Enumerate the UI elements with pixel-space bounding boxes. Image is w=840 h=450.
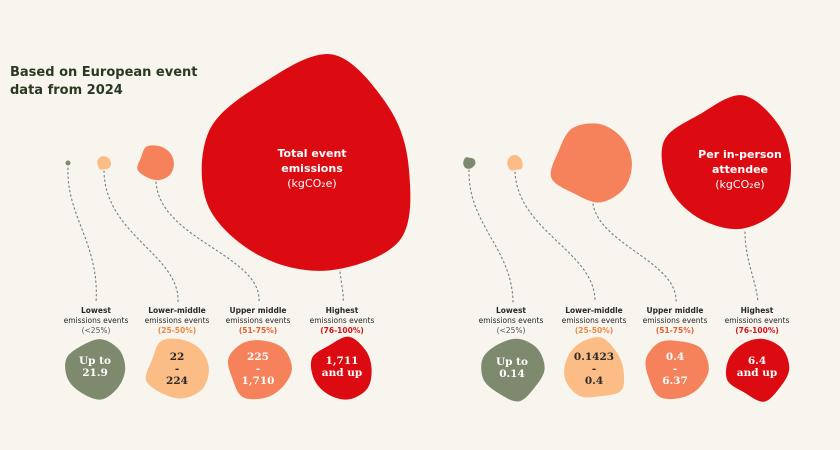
panel-2-value-blob-highest — [725, 338, 790, 402]
panel-1-title-line-2: emissions — [281, 162, 343, 175]
panel-1-value-upper-middle: 225 - 1,710 — [226, 351, 290, 387]
value-line: Up to — [78, 355, 111, 367]
value-line: 0.14 — [499, 368, 525, 380]
cat-name: Lowest — [496, 306, 526, 315]
value-line: Up to — [495, 356, 528, 368]
panel-2-unit: (kgCO₂e) — [715, 178, 765, 191]
intro-line-2: data from 2024 — [10, 83, 123, 98]
panel-2-value-upper-middle: 0.4 - 6.37 — [643, 351, 707, 387]
panel-1-size-blob-upper-middle — [137, 145, 174, 181]
cat-sub: emissions events — [144, 316, 210, 325]
panel-1-connector-lowest — [67, 167, 97, 303]
panel-2-cat-lower-middle-label: Lower-middle emissions events (25-50%) — [549, 306, 639, 336]
panel-1-value-lower-middle: 22 - 224 — [145, 351, 209, 387]
value-line: and up — [321, 367, 363, 379]
cat-sub: emissions events — [225, 316, 291, 325]
panel-2-connector-lower-middle — [514, 171, 596, 303]
value-line: 21.9 — [82, 367, 108, 379]
panel-2-size-blob-upper-middle — [550, 123, 632, 203]
panel-1-connector-upper-middle — [155, 181, 260, 303]
value-line: - — [672, 363, 678, 375]
cat-name: Upper middle — [229, 306, 287, 315]
value-line: 0.4 — [665, 351, 685, 363]
panel-1-value-blob-lowest — [65, 339, 126, 400]
panel-1-value-blob-lower-middle — [145, 338, 209, 399]
value-line: 6.37 — [662, 375, 688, 387]
panel-1-connector-lower-middle — [103, 170, 179, 303]
panel-2-title-line-2: attendee — [711, 163, 769, 176]
cat-name: Lower-middle — [565, 306, 623, 315]
panel-2-value-lowest: Up to 0.14 — [480, 356, 544, 380]
cat-pct: (51-75%) — [238, 326, 278, 335]
value-line: 1,711 — [325, 355, 359, 367]
panel-1-title-line-1: Total event — [277, 147, 347, 160]
panel-2-value-blob-upper-middle — [645, 340, 709, 400]
panel-2-size-blob-highest — [661, 95, 791, 230]
panel-1-value-highest: 1,711 and up — [310, 355, 374, 379]
cat-pct: (<25%) — [496, 326, 526, 335]
panel-2-cat-lowest-label: Lowest emissions events (<25%) — [466, 306, 556, 336]
cat-sub: emissions events — [309, 316, 375, 325]
cat-pct: (76-100%) — [320, 326, 364, 335]
panel-2-value-lower-middle: 0.1423 - 0.4 — [562, 351, 626, 387]
cat-name: Lower-middle — [148, 306, 206, 315]
cat-pct: (<25%) — [81, 326, 111, 335]
cat-pct: (25-50%) — [157, 326, 197, 335]
panel-1-value-lowest: Up to 21.9 — [63, 355, 127, 379]
panel-1-value-blob-upper-middle — [227, 340, 292, 400]
value-line: 225 — [247, 351, 269, 363]
panel-1-title: Total event emissions (kgCO₂e) — [232, 146, 392, 191]
panel-2-connector-lowest — [468, 169, 514, 303]
panel-1-cat-highest-label: Highest emissions events (76-100%) — [297, 306, 387, 336]
panel-2-value-highest: 6.4 and up — [725, 355, 789, 379]
cat-pct: (76-100%) — [735, 326, 779, 335]
cat-sub: emissions events — [478, 316, 544, 325]
panel-1-size-blob-lower-middle — [97, 156, 112, 170]
cat-pct: (25-50%) — [574, 326, 614, 335]
value-line: and up — [736, 367, 778, 379]
panel-1-cat-lowest-label: Lowest emissions events (<25%) — [51, 306, 141, 336]
panel-2-size-blob-lowest — [463, 157, 476, 169]
panel-2-connector-highest — [744, 231, 759, 303]
panel-2-size-blob-lower-middle — [507, 155, 523, 171]
cat-sub: emissions events — [561, 316, 627, 325]
panel-2-title-line-1: Per in-person — [698, 148, 782, 161]
cat-name: Highest — [740, 306, 774, 315]
value-line: 0.1423 — [573, 351, 615, 363]
cat-sub: emissions events — [724, 316, 790, 325]
value-line: - — [255, 363, 261, 375]
cat-pct: (51-75%) — [655, 326, 695, 335]
cat-name: Highest — [325, 306, 359, 315]
intro-heading: Based on European event data from 2024 — [10, 64, 210, 100]
value-line: - — [591, 363, 597, 375]
panel-1-cat-lower-middle-label: Lower-middle emissions events (25-50%) — [132, 306, 222, 336]
intro-line-1: Based on European event — [10, 65, 198, 80]
cat-sub: emissions events — [642, 316, 708, 325]
panel-2-value-blob-lowest — [481, 338, 545, 402]
panel-2-title: Per in-person attendee (kgCO₂e) — [665, 147, 815, 192]
panel-1-cat-upper-middle-label: Upper middle emissions events (51-75%) — [213, 306, 303, 336]
value-line: 224 — [166, 375, 188, 387]
cat-name: Upper middle — [646, 306, 704, 315]
panel-1-unit: (kgCO₂e) — [287, 177, 337, 190]
panel-2-cat-upper-middle-label: Upper middle emissions events (51-75%) — [630, 306, 720, 336]
panel-1-size-blob-lowest — [65, 160, 71, 166]
panel-2-connector-upper-middle — [592, 203, 677, 303]
panel-2-cat-highest-label: Highest emissions events (76-100%) — [712, 306, 802, 336]
panel-1-value-blob-highest — [310, 336, 372, 400]
cat-name: Lowest — [81, 306, 111, 315]
cat-sub: emissions events — [63, 316, 129, 325]
value-line: 22 — [169, 351, 185, 363]
panel-2-value-blob-lower-middle — [564, 337, 625, 398]
value-line: 1,710 — [241, 375, 275, 387]
panel-1-connector-highest — [339, 271, 344, 303]
panel-1-size-blob-highest — [201, 54, 411, 271]
value-line: 0.4 — [584, 375, 604, 387]
value-line: - — [174, 363, 180, 375]
value-line: 6.4 — [747, 355, 767, 367]
